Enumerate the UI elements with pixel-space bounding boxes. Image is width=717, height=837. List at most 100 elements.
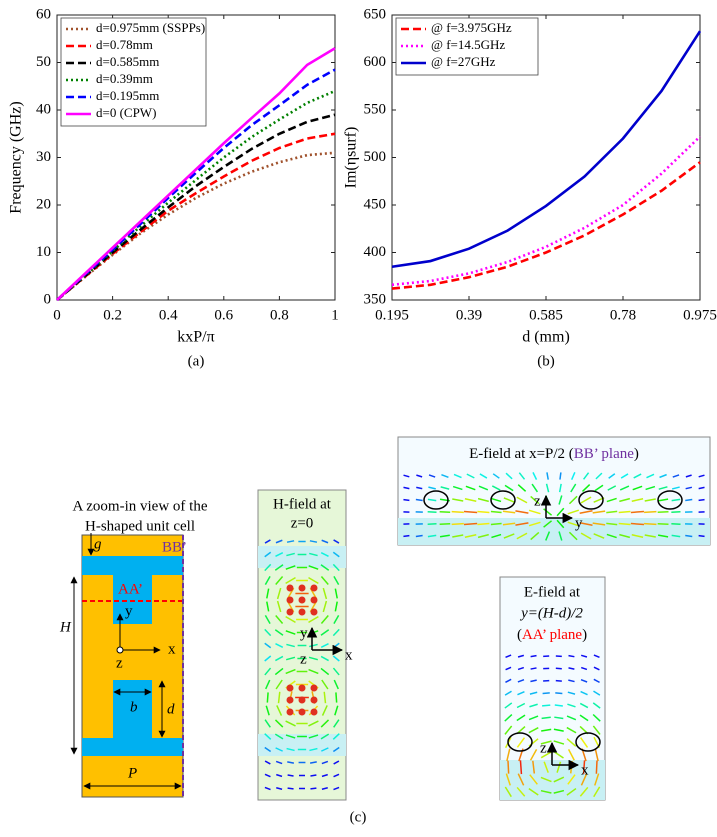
field-arrow <box>644 524 656 525</box>
field-arrow <box>477 511 489 512</box>
field-arrow <box>452 512 464 513</box>
axis-label: z <box>534 493 541 509</box>
y-tick-label: 500 <box>364 149 387 165</box>
panel-title: (AA’ plane) <box>517 627 587 643</box>
panel-title: z=0 <box>291 515 314 531</box>
field-arrow <box>288 788 294 789</box>
caption: (c) <box>350 809 367 825</box>
y-tick-label: 650 <box>364 6 387 22</box>
y-tick-label: 0 <box>44 291 52 307</box>
y-tick-label: 10 <box>36 244 51 260</box>
label: g <box>94 536 102 552</box>
field-arrow <box>685 536 692 537</box>
axis-label: x <box>581 762 589 778</box>
field-arrow <box>267 692 268 702</box>
field-arrow <box>416 536 423 537</box>
field-arrow <box>416 500 423 501</box>
axis-label: z <box>540 740 547 756</box>
legend-label: d=0 (CPW) <box>96 105 156 120</box>
legend-label: d=0.585mm <box>96 54 159 69</box>
field-dot <box>311 597 318 604</box>
field-dot <box>311 585 318 592</box>
unit-cell-title: A zoom-in view of the <box>73 498 208 514</box>
field-dot <box>287 709 294 716</box>
field-arrow <box>336 692 337 702</box>
field-dot <box>287 685 294 692</box>
e-field-aa-panel: E-field at y=(H-d)/2 (AA’ plane) zx <box>500 577 605 800</box>
panel-title: E-field at x=P/2 (BB’ plane) <box>469 446 639 462</box>
y-tick-label: 40 <box>36 101 51 117</box>
field-arrow <box>699 500 705 501</box>
field-arrow <box>631 524 644 525</box>
field-arrow <box>658 512 669 513</box>
panel-title: H-field at <box>273 496 332 512</box>
field-dot <box>299 709 306 716</box>
field-arrow <box>644 512 656 513</box>
y-tick-label: 30 <box>36 149 51 165</box>
field-dot <box>287 609 294 616</box>
field-arrow <box>403 500 409 501</box>
label: P <box>127 765 137 781</box>
x-tick-label: 0.195 <box>375 307 409 323</box>
y-tick-label: 50 <box>36 54 51 70</box>
field-dot <box>287 597 294 604</box>
field-dot <box>287 585 294 592</box>
substrate <box>258 546 346 568</box>
x-tick-label: 0.8 <box>270 307 289 323</box>
field-arrow <box>555 705 563 706</box>
y-tick-label: 450 <box>364 196 387 212</box>
field-arrow <box>452 524 464 525</box>
axis-label: y <box>575 515 583 531</box>
h-field-panel: H-field at z=0 yxz <box>258 490 353 800</box>
legend-label: @ f=14.5GHz <box>431 37 505 52</box>
substrate <box>500 760 605 800</box>
unit-cell: A zoom-in view of the H-shaped unit cell… <box>59 498 208 797</box>
slot <box>82 738 183 756</box>
caption: (a) <box>188 353 205 369</box>
field-arrow <box>685 500 692 501</box>
field-dot <box>311 697 318 704</box>
field-arrow <box>699 536 705 537</box>
axis-label: x <box>345 647 353 663</box>
field-arrow <box>464 524 477 525</box>
label: y <box>125 603 133 619</box>
field-dot <box>287 697 294 704</box>
x-tick-label: 0.2 <box>103 307 122 323</box>
y-tick-label: 350 <box>364 291 387 307</box>
y-tick-label: 60 <box>36 6 51 22</box>
field-arrow <box>531 656 537 657</box>
substrate <box>398 518 710 545</box>
field-dot <box>299 609 306 616</box>
field-dot <box>311 685 318 692</box>
field-arrow <box>555 693 562 694</box>
label: z <box>116 655 123 671</box>
label: AA’ <box>118 581 143 597</box>
field-dot <box>299 585 306 592</box>
field-arrow <box>596 761 597 774</box>
legend-label: d=0.39mm <box>96 71 153 86</box>
title-part: BB’ plane <box>574 446 634 462</box>
label: BB’ <box>162 539 187 555</box>
label: H <box>59 619 72 635</box>
field-arrow <box>477 523 489 524</box>
y-tick-label: 550 <box>364 101 387 117</box>
legend-label: d=0.975mm (SSPPs) <box>96 20 205 35</box>
caption: (b) <box>537 353 555 369</box>
title-part: E-field at x=P/2 ( <box>469 446 574 462</box>
field-arrow <box>543 693 550 694</box>
title-part: ) <box>634 446 639 462</box>
origin <box>117 647 123 653</box>
field-dot <box>299 697 306 704</box>
field-dot <box>299 597 306 604</box>
label: x <box>168 641 176 657</box>
field-dot <box>311 709 318 716</box>
y-tick-label: 600 <box>364 54 387 70</box>
x-tick-label: 0.6 <box>214 307 233 323</box>
field-arrow <box>542 705 550 706</box>
field-arrow <box>619 523 631 524</box>
field-arrow <box>508 761 509 774</box>
x-tick-label: 0.975 <box>683 307 717 323</box>
y-axis-label: Frequency (GHz) <box>8 101 25 213</box>
label: d <box>167 701 175 717</box>
y-tick-label: 20 <box>36 196 51 212</box>
